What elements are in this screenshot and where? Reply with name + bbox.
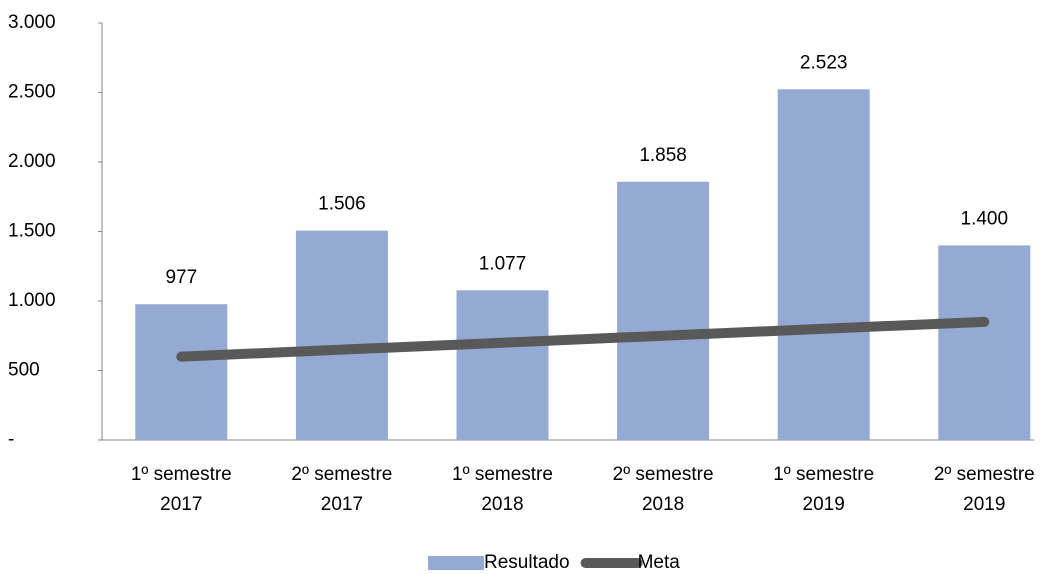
- line: [176, 316, 990, 362]
- y-tick-label: 500: [8, 360, 40, 381]
- x-tick-label: 1º semestre 2017: [130, 464, 232, 515]
- data-label: 2.523: [800, 52, 848, 73]
- bar: [617, 181, 710, 440]
- bar: [295, 230, 388, 440]
- y-tick-label: 3.000: [8, 12, 56, 33]
- x-tick-label: 1º semestre 2019: [773, 464, 875, 515]
- data-label: 1.506: [318, 194, 366, 215]
- bar: [938, 245, 1031, 440]
- x-tick-label: 2º semestre 2019: [933, 464, 1035, 515]
- data-label: 1.858: [639, 145, 687, 166]
- y-tick-label: 2.000: [8, 151, 56, 172]
- data-label: 1.077: [479, 253, 527, 274]
- legend-swatch: [428, 556, 484, 570]
- data-label: 1.400: [961, 208, 1009, 229]
- legend-label: Resultado: [484, 552, 570, 573]
- x-tick-label: 2º semestre 2017: [291, 464, 393, 515]
- y-tick-label: 2.500: [8, 82, 56, 103]
- legend-label: Meta: [638, 552, 681, 573]
- bar: [135, 304, 228, 440]
- bar: [456, 290, 549, 440]
- data-label: 977: [165, 267, 197, 288]
- x-tick-label: 1º semestre 2018: [452, 464, 553, 515]
- bar: [777, 89, 870, 440]
- y-tick-label: -: [8, 429, 14, 450]
- y-tick-label: 1.500: [8, 221, 56, 242]
- y-tick-label: 1.000: [8, 290, 56, 311]
- x-tick-label: 2º semestre 2018: [612, 464, 714, 515]
